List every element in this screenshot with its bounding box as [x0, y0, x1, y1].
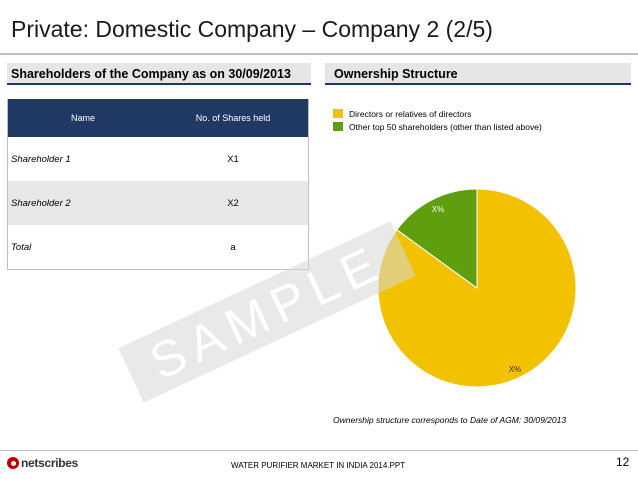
- pie-slice-other-shareholders: [396, 188, 478, 289]
- total-label-cell: Total: [11, 241, 32, 253]
- ownership-note: Ownership structure corresponds to Date …: [333, 415, 567, 425]
- shareholder-name-cell: Shareholder 1: [11, 153, 71, 165]
- table-header-row: Name No. of Shares held: [8, 99, 308, 137]
- legend-swatch-green: [333, 122, 343, 131]
- shareholders-section-header: Shareholders of the Company as on 30/09/…: [7, 63, 311, 85]
- legend-item-other-shareholders: Other top 50 shareholders (other than li…: [333, 120, 542, 133]
- table-row: Shareholder 2 X2: [8, 181, 308, 225]
- title-divider: [0, 53, 638, 55]
- column-header-shares: No. of Shares held: [195, 113, 271, 123]
- legend-label: Directors or relatives of directors: [349, 108, 472, 119]
- footer-document-name: WATER PURIFIER MARKET IN INDIA 2014.PPT: [231, 461, 406, 470]
- shareholders-table: Name No. of Shares held Shareholder 1 X1…: [7, 99, 309, 270]
- legend-label: Other top 50 shareholders (other than li…: [349, 121, 542, 132]
- table-row-total: Total a: [8, 225, 308, 269]
- logo-mark-icon: [7, 457, 19, 469]
- logo-text: netscribes: [21, 456, 79, 470]
- pie-legend: Directors or relatives of directors Othe…: [333, 107, 542, 133]
- shareholder-name-cell: Shareholder 2: [11, 197, 71, 209]
- total-value-cell: a: [230, 241, 236, 253]
- table-row: Shareholder 1 X1: [8, 137, 308, 181]
- netscribes-logo: netscribes: [7, 456, 78, 470]
- ownership-section-header: Ownership Structure: [325, 63, 631, 85]
- footer-divider: [0, 450, 638, 451]
- page-number: 12: [616, 455, 630, 469]
- pie-label-directors: X%: [509, 365, 521, 374]
- legend-swatch-yellow: [333, 109, 343, 118]
- column-header-name: Name: [70, 113, 95, 123]
- legend-item-directors: Directors or relatives of directors: [333, 107, 542, 120]
- shares-held-cell: X1: [227, 153, 239, 165]
- pie-label-other-shareholders: X%: [432, 205, 444, 214]
- shares-held-cell: X2: [227, 197, 239, 209]
- slide-title: Private: Domestic Company – Company 2 (2…: [11, 16, 493, 42]
